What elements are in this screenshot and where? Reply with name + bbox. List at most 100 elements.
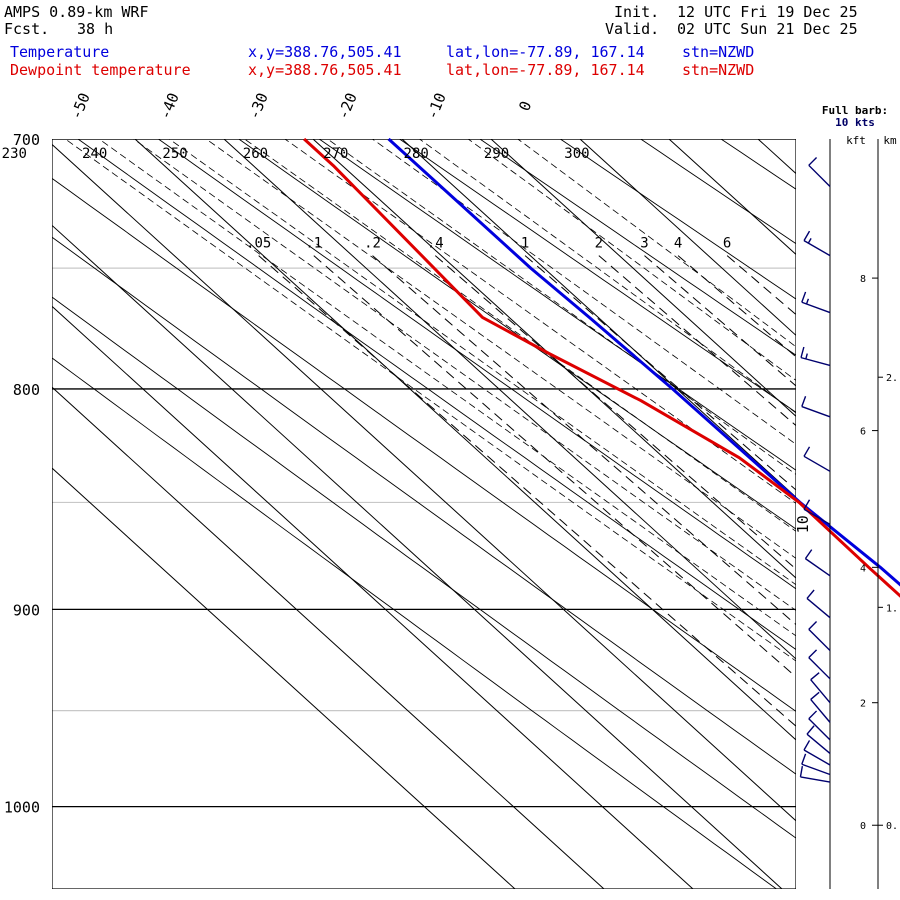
wind-barb [803,446,831,472]
series-dewpoint-temperature [303,137,900,598]
fcst-label: Fcst. [4,20,50,38]
legend-temperature-latlon: lat,lon=-77.89, 167.14 [446,43,645,61]
barb-half-flag [805,298,810,305]
barb-staff [806,597,831,619]
moist-adiabat [467,139,796,381]
isotherm-label-side: 10 [794,515,812,533]
dry-adiabat [52,357,777,889]
isotherm [52,224,783,889]
label-layer: 7008009001000-70-60-50-40-30-20-10010220… [0,90,812,816]
wind-barb [810,691,831,723]
wind-barb [803,230,831,257]
dry-adiabat [560,139,796,300]
barb-staff [801,763,831,776]
barb-staff [801,405,831,418]
legend-dewpoint-latlon: lat,lon=-77.89, 167.14 [446,61,645,79]
barb-flag [803,446,811,457]
moist-adiabat [419,139,796,414]
mixing-ratio-label: .1 [305,236,322,252]
mixing-ratio-line [644,255,796,387]
kft-tick-label: 6 [860,427,866,438]
isotherm-label: -60 [0,90,5,122]
barb-staff [803,455,831,472]
barb-flag [803,230,811,241]
dry-adiabat [158,139,796,590]
barb-staff [808,628,831,652]
kft-unit: kft [846,134,866,147]
legend-dewpoint-xy: x,y=388.76,505.41 [248,61,402,79]
isotherm-label: -10 [423,90,450,122]
barb-staff [803,749,831,766]
barb-flag [808,621,818,630]
mixing-ratio-label: 2 [595,236,603,252]
wind-barb [806,725,831,754]
mixing-ratio-line [372,255,796,626]
valid-label: Valid. [605,20,660,38]
wind-barb [803,740,831,766]
barb-staff [810,698,831,723]
grid-layer [52,139,900,889]
mixing-ratio-line [258,255,796,727]
barb-flag [801,395,807,407]
theta-label: 280 [404,146,429,162]
isotherm [223,139,796,660]
valid-value: 02 UTC Sun 21 Dec 25 [677,20,858,38]
isotherm [490,139,796,417]
barb-half-flag [807,238,812,244]
isotherm [579,139,796,337]
mixing-ratio-label: 4 [674,236,682,252]
moist-adiabat [205,139,796,559]
isotherm-label: 0 [515,99,535,114]
theta-label: 300 [564,146,589,162]
mixing-ratio-label: 6 [723,236,731,252]
dry-adiabat [52,177,796,712]
isotherm [52,305,694,889]
plot-frame [52,139,796,889]
barb-half-flag [805,353,808,360]
isotherm [847,139,900,889]
wind-panel-title: Full barb: [822,104,888,117]
pressure-label: 700 [13,131,40,149]
barb-flag [808,157,818,166]
moist-adiabat [65,139,796,662]
wind-barb [804,549,831,577]
barb-staff [810,679,831,704]
moist-adiabat [133,139,796,611]
mixing-ratio-label: .4 [427,236,444,252]
barb-flag [801,753,807,765]
dry-adiabat [399,139,796,413]
fcst-value: 38 h [77,20,114,38]
theta-label: 230 [2,146,27,162]
isotherm-label: -50 [67,90,94,122]
barb-flag [808,649,818,659]
barb-staff [808,718,831,741]
wind-panel: Full barb:10 kts kft km 8 6 4 2 0 2. 1. 0. [799,104,898,889]
wind-barb [803,499,831,525]
barb-staff [805,558,831,577]
barb-flag [801,291,807,303]
barb-staff [800,776,831,783]
isotherm [52,386,605,889]
isotherm-label: -40 [156,90,183,122]
barb-flag [806,589,815,599]
barb-flag [810,691,820,700]
series-layer [303,137,900,598]
model-title: AMPS 0.89-km WRF [4,3,149,21]
wind-barb [801,291,831,314]
pressure-label: 1000 [4,799,40,817]
kft-tick-label: 8 [860,274,866,285]
header: AMPS 0.89-km WRF Fcst. 38 h Init. 12 UTC… [0,0,900,90]
dry-adiabat [77,139,796,651]
mixing-ratio-label: 1 [521,236,529,252]
barb-staff [803,240,831,257]
legend-dewpoint-stn: stn=NZWD [682,61,755,79]
dry-adiabat [479,139,796,356]
wind-barb [810,672,831,704]
barb-flag [806,725,815,735]
barb-staff [808,657,831,680]
wind-barb [801,395,831,418]
theta-label: 260 [243,146,268,162]
mixing-ratio-line [598,255,796,427]
mixing-ratio-line [313,255,796,678]
